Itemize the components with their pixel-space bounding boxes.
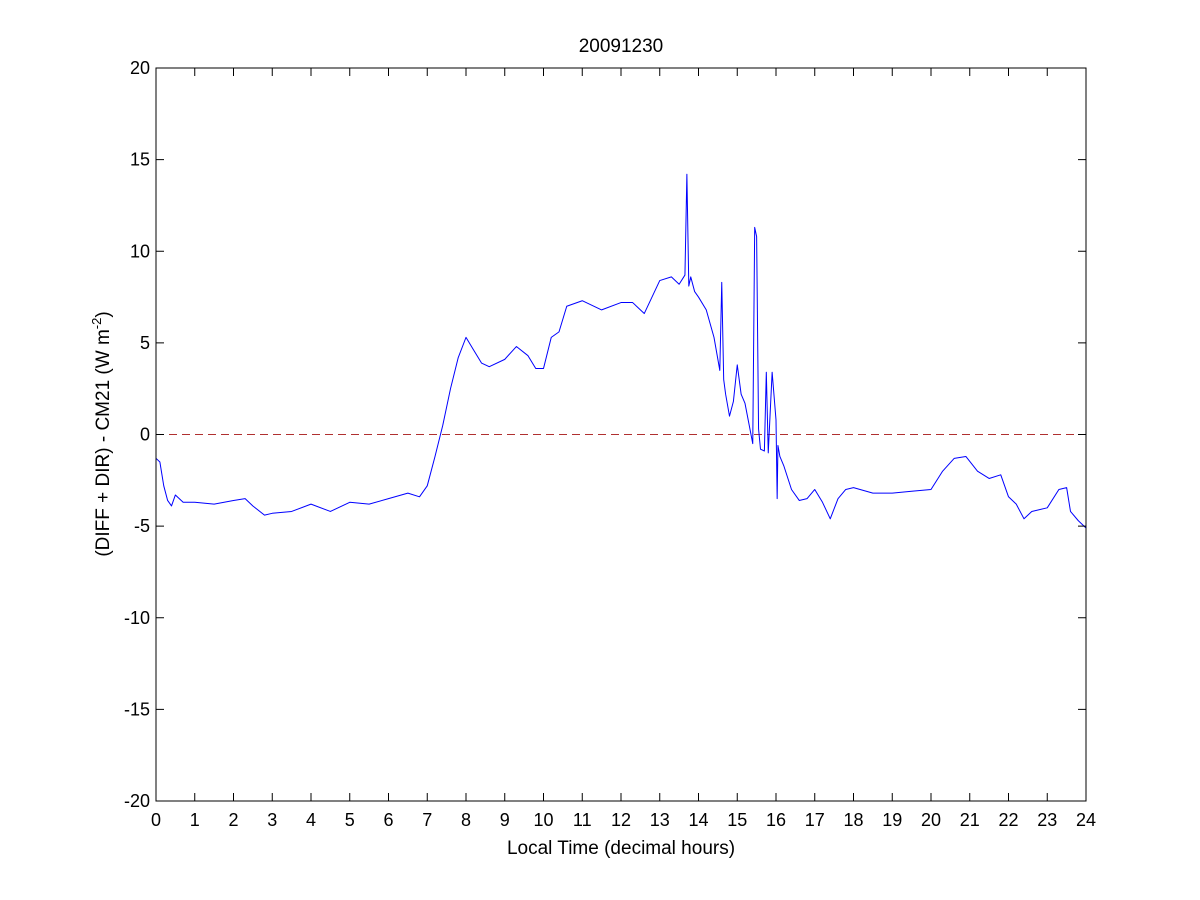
tick-layer: 0 1 2 3 4 5 6 7 8 9 10 11 12 13 14 15 16 17 18 19 20 21 22 23 24… [124,58,1096,830]
data-series-line [155,173,1087,529]
x-tick-label: 16 [766,810,786,830]
x-tick-label: 7 [422,810,432,830]
x-tick-label: 11 [573,810,592,830]
x-tick-label: 6 [383,810,393,830]
x-tick-label: 17 [805,810,825,830]
x-axis-label: Local Time (decimal hours) [507,838,735,859]
y-tick-label: 5 [140,333,150,353]
y-tick-label: -10 [124,608,150,628]
x-tick-label: 2 [228,810,238,830]
x-tick-label: 21 [960,810,980,830]
x-tick-label: 15 [727,810,747,830]
y-tick-label: 0 [140,425,150,445]
y-axis-label-prefix: (DIFF + DIR) - CM21 (W m [93,329,114,556]
x-tick-label: 12 [611,810,631,830]
plot-area [156,68,1086,801]
x-tick-label: 9 [500,810,510,830]
x-tick-label: 0 [151,810,161,830]
series-layer [155,173,1087,529]
x-tick-label: 5 [345,810,355,830]
y-axis-label: (DIFF + DIR) - CM21 (W m-2) [89,311,114,556]
y-axis-label-suffix: ) [93,311,114,317]
x-tick-label: 1 [190,810,200,830]
x-tick-label: 19 [882,810,902,830]
chart-title: 20091230 [579,36,664,57]
x-tick-label: 8 [461,810,471,830]
x-tick-label: 14 [688,810,708,830]
x-tick-label: 20 [921,810,941,830]
x-tick-label: 24 [1076,810,1096,830]
y-tick-label: 10 [130,241,150,261]
y-tick-label: -20 [124,791,150,811]
y-axis-label-superscript: -2 [89,318,104,330]
y-tick-label: -5 [134,516,150,536]
y-tick-label: -15 [124,699,150,719]
x-tick-label: 4 [306,810,316,830]
x-tick-label: 18 [843,810,863,830]
x-tick-label: 22 [998,810,1018,830]
x-tick-label: 13 [650,810,670,830]
y-tick-label: 15 [130,150,150,170]
x-tick-label: 23 [1037,810,1057,830]
y-tick-label: 20 [130,58,150,78]
x-tick-label: 10 [533,810,553,830]
x-tick-label: 3 [267,810,277,830]
